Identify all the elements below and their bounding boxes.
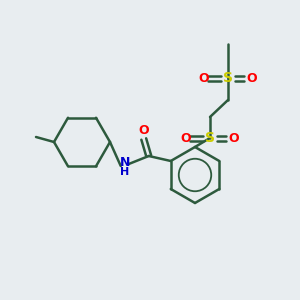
Text: O: O [247, 71, 257, 85]
Text: O: O [181, 131, 191, 145]
Text: S: S [223, 71, 233, 85]
Text: O: O [199, 71, 209, 85]
Text: H: H [120, 167, 129, 177]
Text: N: N [120, 157, 130, 169]
Text: O: O [138, 124, 149, 137]
Text: S: S [205, 131, 215, 145]
Text: O: O [229, 131, 239, 145]
